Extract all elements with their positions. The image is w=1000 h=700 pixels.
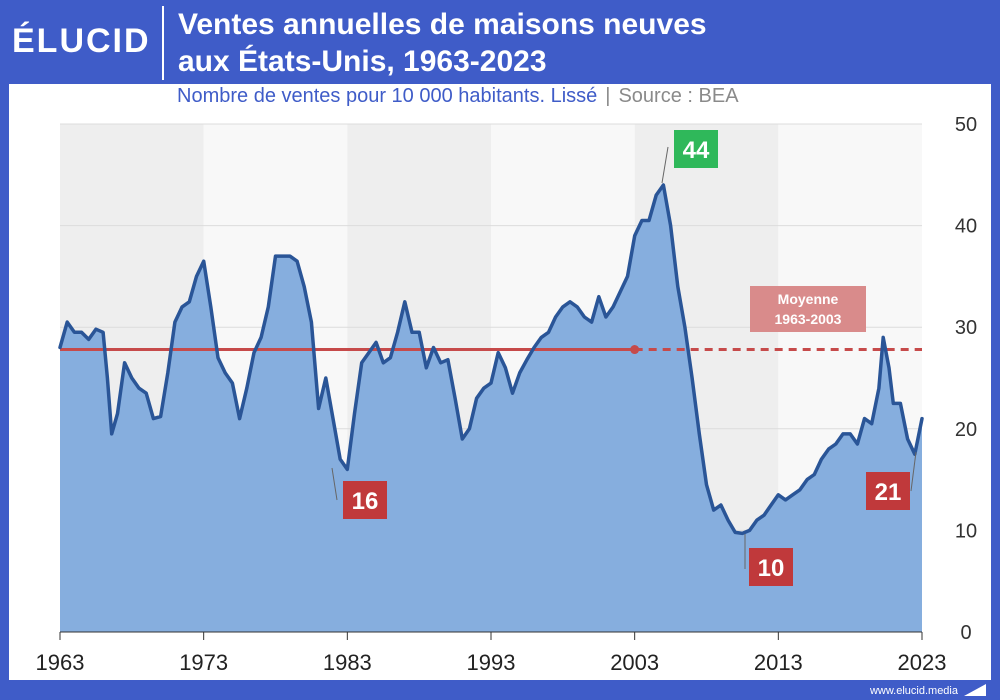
subtitle-separator: | [605, 85, 611, 107]
y-tick-label: 10 [955, 520, 977, 542]
y-tick-label: 30 [955, 317, 977, 339]
average-label-box [750, 286, 866, 332]
y-tick-label: 20 [955, 419, 977, 441]
annotation-box [343, 481, 387, 519]
brand-mark-icon [964, 684, 986, 696]
chart-title-line2: aux États-Unis, 1963-2023 [178, 45, 547, 78]
chart-title: Ventes annuelles de maisons neuves aux É… [178, 6, 978, 80]
annotation-box [749, 548, 793, 586]
x-tick-label: 2003 [610, 650, 659, 675]
y-tick-label: 0 [960, 622, 971, 644]
y-tick-label: 40 [955, 216, 977, 238]
x-tick-label: 1963 [36, 650, 85, 675]
x-tick-label: 2013 [754, 650, 803, 675]
header-divider [162, 6, 164, 80]
average-marker [630, 345, 640, 355]
annotation-label: 10 [758, 555, 785, 582]
x-tick-label: 1973 [179, 650, 228, 675]
subtitle-text: Nombre de ventes pour 10 000 habitants. … [177, 85, 598, 107]
y-tick-label: 50 [955, 114, 977, 136]
annotation-label: 44 [683, 137, 710, 164]
average-label-line1: Moyenne [778, 291, 839, 307]
annotation-box [674, 130, 718, 168]
annotation-label: 21 [875, 479, 902, 506]
x-tick-label: 1993 [467, 650, 516, 675]
annotation-leader [661, 146, 669, 184]
series-area [60, 185, 922, 632]
annotation-leader [331, 467, 338, 501]
footer-url[interactable]: www.elucid.media [869, 685, 958, 697]
chart-subtitle: Nombre de ventes pour 10 000 habitants. … [177, 85, 739, 108]
chart-title-line1: Ventes annuelles de maisons neuves [178, 8, 707, 41]
x-tick-label: 1983 [323, 650, 372, 675]
annotation-leader [910, 451, 917, 492]
x-tick-label: 2023 [898, 650, 947, 675]
series-line [58, 183, 924, 536]
header: ÉLUCID Ventes annuelles de maisons neuve… [0, 0, 1000, 84]
source-text: Source : BEA [618, 85, 739, 107]
average-label-line2: 1963-2003 [775, 311, 842, 327]
annotation-label: 16 [352, 488, 379, 515]
brand-logo[interactable]: ÉLUCID [12, 22, 151, 60]
annotation-box [866, 472, 910, 510]
